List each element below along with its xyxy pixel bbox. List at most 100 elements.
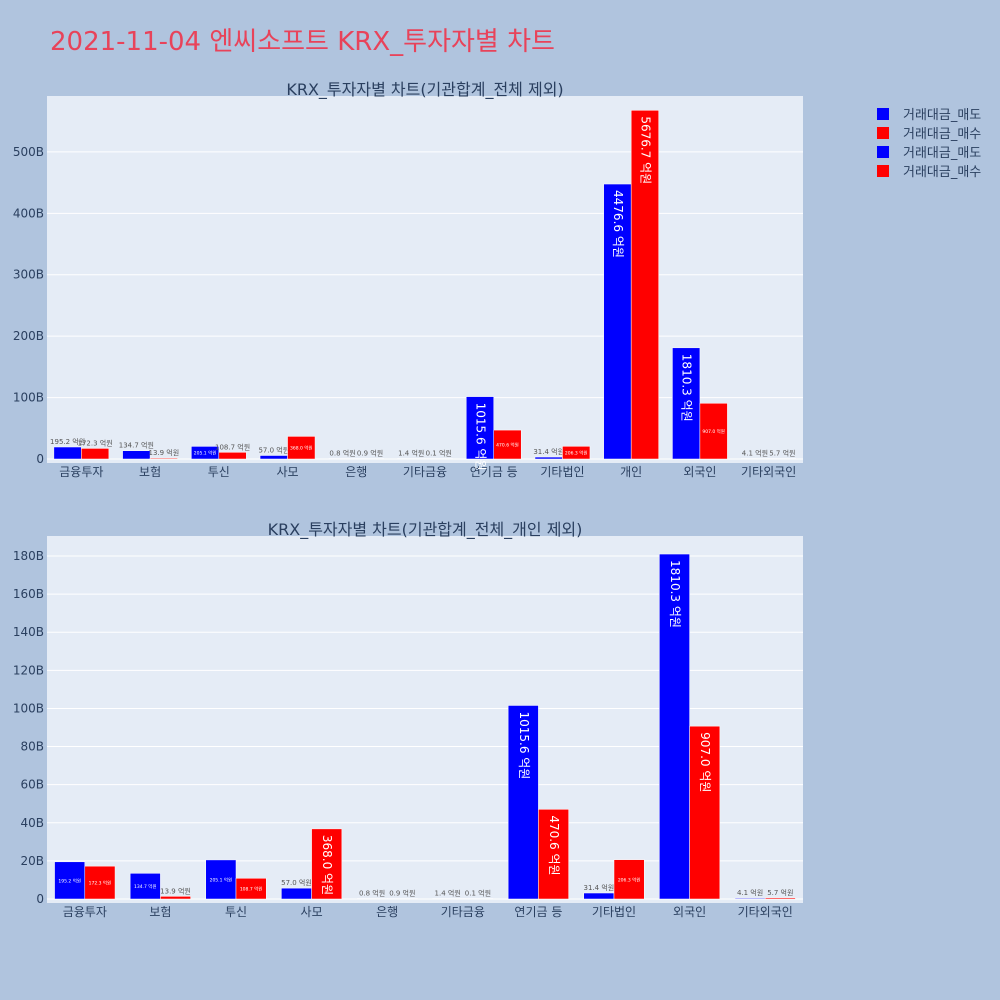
y-tick-label: 300B — [13, 268, 44, 282]
data-label: 470.6 억원 — [496, 442, 519, 449]
data-label: 1.4 억원 — [398, 449, 424, 458]
buy-bar[interactable] — [630, 110, 659, 460]
sell-bar[interactable] — [205, 859, 237, 900]
y-tick-label: 120B — [13, 663, 44, 677]
data-label: 907.0 억원 — [702, 428, 725, 435]
subplot-title: KRX_투자자별 차트(기관합계_전체_개인 제외) — [268, 520, 583, 540]
x-tick-label: 기타외국인 — [741, 465, 796, 479]
data-label: 1015.6 억원 — [473, 403, 487, 471]
chart-top: 0 100B 200B 300B 400B 500B KRX_투자자별 차트(기관합계_전체… — [13, 80, 803, 479]
buy-bar[interactable] — [562, 446, 591, 460]
y-tick-label: 160B — [13, 587, 44, 601]
data-label: 4476.6 억원 — [611, 190, 625, 258]
data-label: 205.1 억원 — [194, 450, 217, 457]
y-tick-label: 0 — [36, 452, 44, 466]
legend-item[interactable]: 거래대금_매수 — [877, 165, 981, 180]
sell-bar[interactable] — [672, 347, 701, 460]
buy-bar[interactable] — [81, 448, 110, 460]
chart-bottom: 0 20B 40B 60B 80B 100B 120B 140B 160B 180B KRX_투자자… — [13, 520, 803, 919]
x-tick-label: 기타금융 — [441, 905, 485, 919]
x-tick-label: 투신 — [208, 465, 230, 479]
data-label: 57.0 억원 — [281, 878, 312, 887]
x-tick-label: 연기금 등 — [470, 465, 518, 479]
x-tick-label: 개인 — [620, 465, 642, 479]
buy-bar[interactable] — [764, 897, 796, 900]
sell-bar[interactable] — [534, 456, 563, 460]
sell-bar[interactable] — [328, 458, 357, 460]
buy-bar[interactable] — [160, 896, 191, 900]
sell-bar[interactable] — [129, 873, 161, 900]
buy-bar[interactable] — [538, 809, 569, 900]
buy-bar[interactable] — [424, 458, 453, 460]
x-tick-label: 연기금 등 — [514, 905, 562, 919]
sell-bar[interactable] — [583, 892, 615, 900]
data-label: 5.7 억원 — [769, 449, 795, 458]
buy-bar[interactable] — [386, 898, 418, 900]
data-label: 5676.7 억원 — [638, 116, 652, 184]
buy-bar[interactable] — [235, 878, 267, 900]
data-label: 1.4 억원 — [435, 889, 461, 898]
x-tick-label: 보험 — [139, 465, 161, 479]
x-tick-label: 사모 — [276, 465, 298, 479]
sell-bar[interactable] — [281, 887, 312, 900]
data-label: 134.7 억원 — [134, 883, 157, 890]
buy-bar[interactable] — [689, 725, 721, 900]
sell-bar[interactable] — [432, 898, 464, 900]
legend-item[interactable]: 거래대금_매도 — [877, 108, 981, 123]
data-label: 31.4 억원 — [533, 447, 564, 456]
data-label: 368.0 억원 — [290, 445, 313, 452]
legend-swatch — [877, 108, 889, 120]
data-label: 0.1 억원 — [426, 449, 452, 458]
sell-bar[interactable] — [740, 458, 769, 460]
legend-item[interactable]: 거래대금_매도 — [877, 146, 981, 161]
x-tick-label: 외국인 — [673, 905, 706, 919]
x-tick-label: 금융투자 — [59, 465, 103, 479]
buy-bar[interactable] — [84, 865, 116, 900]
buy-bar[interactable] — [218, 452, 247, 460]
x-tick-label: 금융투자 — [63, 905, 107, 919]
data-label: 368.0 억원 — [320, 835, 334, 895]
buy-bar[interactable] — [149, 457, 178, 460]
sell-bar[interactable] — [465, 396, 494, 460]
buy-bar[interactable] — [287, 436, 316, 460]
sell-bar[interactable] — [53, 446, 82, 460]
legend-item[interactable]: 거래대금_매수 — [877, 127, 981, 142]
y-tick-label: 400B — [13, 206, 44, 220]
data-label: 172.3 억원 — [89, 880, 112, 887]
x-tick-label: 투신 — [225, 905, 247, 919]
legend-label: 거래대금_매도 — [903, 108, 981, 123]
legend-swatch — [877, 146, 889, 158]
y-tick-label: 80B — [20, 740, 44, 754]
data-label: 4.1 억원 — [742, 449, 768, 458]
sell-bar[interactable] — [603, 183, 632, 460]
sell-bar[interactable] — [507, 705, 539, 900]
data-label: 1810.3 억원 — [668, 560, 682, 628]
data-label: 57.0 억원 — [258, 445, 289, 454]
data-label: 0.8 억원 — [329, 449, 355, 458]
data-label: 1015.6 억원 — [517, 711, 531, 779]
data-label: 195.2 억원 — [50, 437, 85, 446]
data-label: 13.9 억원 — [148, 448, 179, 457]
buy-bar[interactable] — [699, 403, 728, 460]
x-tick-label: 기타법인 — [540, 465, 584, 479]
y-tick-label: 500B — [13, 145, 44, 159]
buy-bar[interactable] — [493, 429, 522, 460]
x-tick-label: 보험 — [149, 905, 171, 919]
buy-bar[interactable] — [311, 828, 343, 900]
sell-bar[interactable] — [356, 898, 388, 900]
x-tick-label: 기타법인 — [592, 905, 636, 919]
main-title: 2021-11-04 엔씨소프트 KRX_투자자별 차트 — [50, 27, 555, 57]
sell-bar[interactable] — [54, 861, 86, 900]
sell-bar[interactable] — [397, 458, 426, 460]
data-label: 907.0 억원 — [698, 732, 712, 792]
legend: 거래대금_매도 거래대금_매수 거래대금_매도 거래대금_매수 — [877, 108, 981, 180]
sell-bar[interactable] — [122, 450, 151, 460]
sell-bar[interactable] — [259, 455, 288, 460]
buy-bar[interactable] — [768, 458, 797, 460]
x-tick-label: 은행 — [376, 904, 398, 919]
sell-bar[interactable] — [734, 897, 766, 900]
buy-bar[interactable] — [613, 859, 645, 900]
buy-bar[interactable] — [356, 458, 385, 460]
buy-bar[interactable] — [462, 898, 494, 900]
